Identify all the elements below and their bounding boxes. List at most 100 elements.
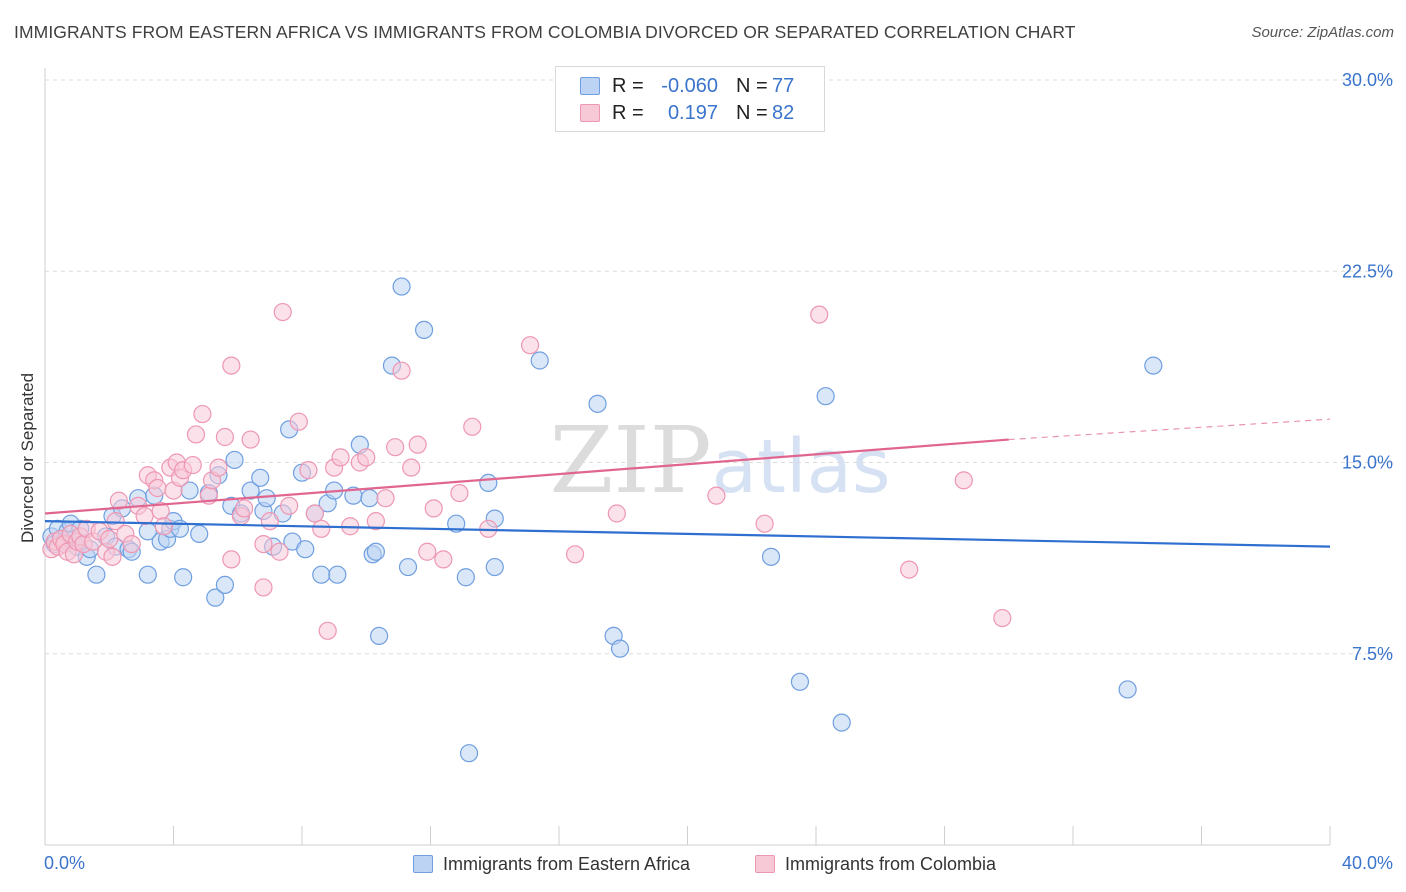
y-tick-label: 7.5% [1352, 644, 1393, 664]
pink-data-point [305, 504, 324, 523]
y-tick-label: 15.0% [1342, 453, 1393, 473]
pink-data-point [357, 448, 376, 467]
pink-data-point [215, 427, 234, 447]
blue-data-point [790, 672, 810, 691]
blue-data-point [138, 565, 157, 584]
blue-data-point [360, 489, 379, 508]
pink-data-point [183, 455, 202, 475]
legend-n-value: 82 [772, 101, 795, 124]
pink-data-point [103, 547, 122, 566]
blue-data-point [370, 626, 389, 646]
legend-swatch-pink [580, 104, 600, 122]
chart-title: IMMIGRANTS FROM EASTERN AFRICA VS IMMIGR… [14, 22, 1076, 42]
pink-trend-extension [1008, 418, 1331, 441]
pink-data-point [463, 417, 482, 436]
y-tick-label: 22.5% [1342, 261, 1393, 281]
blue-data-point [398, 557, 418, 577]
pink-data-point [376, 489, 395, 508]
pink-data-point [450, 484, 469, 503]
blue-data-point [312, 565, 331, 584]
pink-data-point [222, 356, 241, 375]
pink-data-point [106, 512, 125, 531]
source-credit: Source: ZipAtlas.com [1251, 24, 1394, 41]
blue-data-point [816, 387, 835, 406]
pink-data-point [148, 478, 167, 498]
pink-data-point [565, 545, 585, 564]
pink-data-point [289, 412, 308, 431]
pink-data-point [154, 517, 173, 536]
blue-data-point [414, 320, 434, 339]
pink-data-point [193, 404, 212, 424]
blue-data-point [1118, 680, 1137, 699]
blue-data-point [174, 568, 193, 587]
pink-data-point [386, 438, 405, 457]
pink-data-point [273, 302, 292, 322]
watermark: ZIPatlas [550, 407, 891, 514]
blue-data-point [588, 394, 607, 413]
pink-data-point [392, 361, 411, 380]
pink-data-point [707, 486, 726, 505]
legend-r-value: 0.197 [667, 101, 718, 124]
pink-data-point [209, 458, 228, 477]
bottom-legend-label-blue: Immigrants from Eastern Africa [443, 853, 691, 874]
x-tick-label: 40.0% [1342, 853, 1393, 873]
bottom-legend-label-pink: Immigrants from Colombia [785, 853, 997, 874]
pink-data-point [434, 550, 453, 569]
x-tick-label: 0.0% [44, 853, 85, 873]
pink-data-point [331, 448, 350, 467]
pink-data-point [366, 512, 385, 531]
pink-data-point [280, 496, 299, 515]
bottom-legend-swatch-blue [413, 855, 433, 873]
blue-data-point [87, 565, 106, 584]
pink-data-point [235, 499, 254, 518]
blue-data-point [241, 481, 260, 500]
legend-n-label: N = [736, 101, 768, 124]
pink-data-point [241, 430, 260, 449]
blue-data-point [610, 639, 630, 658]
pink-data-point [318, 621, 337, 640]
legend-row-blue: R = -0.060 N = 77 [580, 73, 794, 99]
pink-data-point [135, 506, 154, 526]
pink-data-point [755, 514, 774, 533]
pink-data-point [100, 529, 119, 549]
pink-data-point [408, 435, 427, 454]
pink-data-point [122, 534, 141, 554]
legend-swatch-blue [580, 77, 600, 95]
legend: R = -0.060 N = 77 R = 0.197 N = 82 [555, 66, 825, 132]
blue-data-point [206, 588, 225, 607]
legend-r-label: R = [612, 74, 644, 97]
blue-data-point [366, 542, 385, 561]
pink-data-point [418, 542, 437, 561]
blue-data-point [251, 468, 270, 487]
blue-data-point [456, 568, 475, 587]
pink-data-point [402, 458, 421, 477]
blue-trend-line [44, 520, 1331, 548]
pink-data-point [607, 504, 626, 523]
blue-data-point [485, 557, 504, 577]
pink-data-point [520, 336, 540, 355]
pink-data-point [312, 519, 331, 538]
pink-trend-line [44, 438, 1009, 515]
blue-data-point [328, 565, 347, 584]
blue-data-point [447, 514, 466, 533]
legend-r-value: -0.060 [661, 74, 718, 97]
legend-r-label: R = [612, 101, 644, 124]
blue-data-point [1144, 356, 1163, 375]
pink-data-point [424, 499, 443, 518]
pink-data-point [254, 534, 273, 554]
pink-data-point [260, 512, 279, 531]
blue-data-point [530, 351, 549, 370]
y-tick-label: 30.0% [1342, 70, 1393, 90]
blue-data-point [257, 489, 276, 508]
blue-data-point [190, 524, 209, 544]
bottom-legend-swatch-pink [755, 855, 775, 873]
pink-data-point [810, 305, 829, 324]
pink-data-point [993, 608, 1012, 628]
legend-row-pink: R = 0.197 N = 82 [580, 100, 794, 126]
blue-data-point [761, 547, 781, 566]
bottom-legend-pink: Immigrants from Colombia [755, 852, 996, 876]
pink-data-point [109, 491, 128, 510]
blue-data-point [832, 713, 851, 732]
blue-data-point [225, 450, 244, 470]
